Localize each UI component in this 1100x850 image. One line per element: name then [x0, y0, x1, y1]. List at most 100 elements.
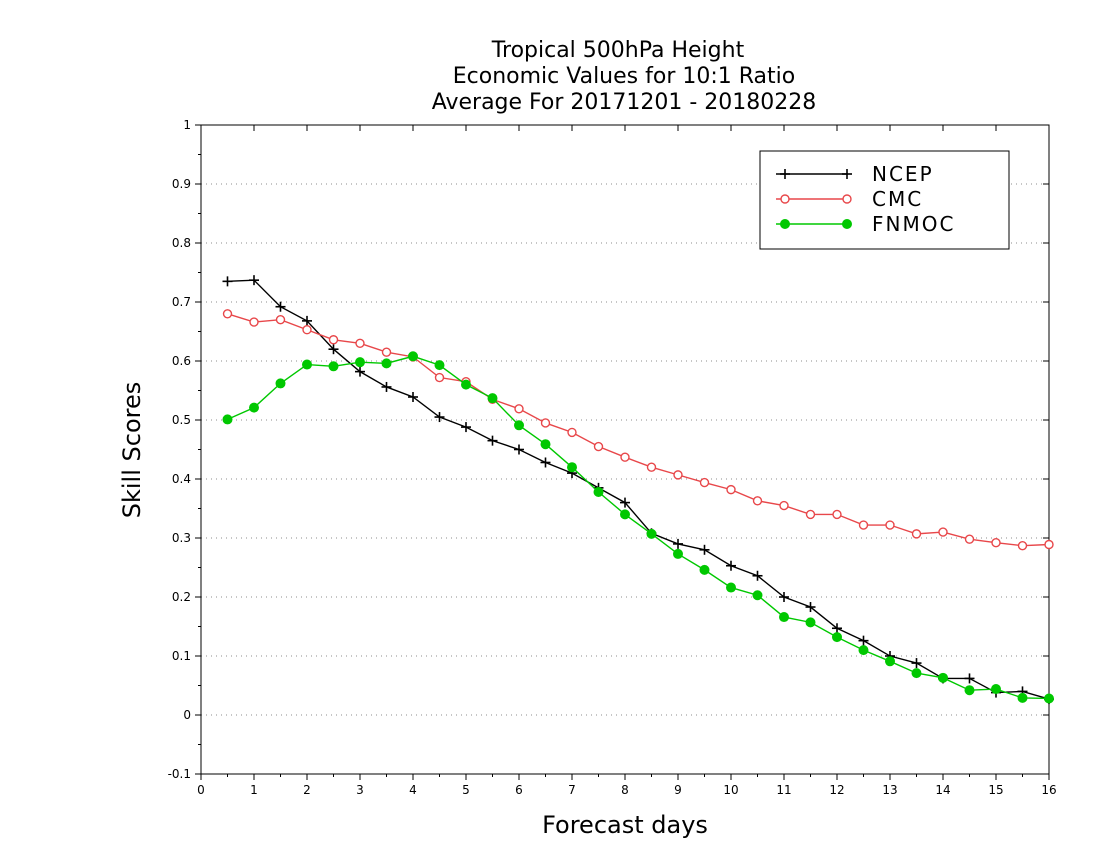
legend-marker-cmc: [842, 194, 852, 204]
x-tick-label: 14: [935, 783, 950, 797]
chart-title: Tropical 500hPa Height Economic Values f…: [432, 38, 817, 115]
data-point-ncep: [673, 538, 683, 549]
series-line-cmc: [227, 313, 1050, 547]
data-point-fnmoc: [991, 684, 1001, 695]
data-point-ncep: [461, 422, 471, 433]
data-point-fnmoc: [461, 379, 471, 390]
data-point-fnmoc: [567, 462, 577, 473]
legend-box: [759, 150, 1010, 250]
x-tick-label: 5: [462, 783, 470, 797]
data-point-cmc: [434, 372, 445, 383]
data-point-cmc: [1044, 539, 1054, 550]
data-point-cmc: [620, 452, 630, 462]
data-point-fnmoc: [858, 645, 869, 656]
series-fnmoc: [222, 351, 1054, 704]
data-point-fnmoc: [726, 582, 736, 593]
chart-title-line-1: Tropical 500hPa Height: [491, 38, 745, 63]
data-point-ncep: [726, 560, 736, 571]
series-layer: [222, 275, 1054, 705]
x-tick-label: 9: [674, 783, 682, 797]
data-point-fnmoc: [408, 351, 418, 362]
data-point-fnmoc: [249, 402, 259, 413]
y-tick-label: 1: [183, 118, 191, 132]
y-tick-label: 0.6: [172, 354, 191, 368]
data-point-ncep: [699, 544, 710, 555]
legend-marker-fnmoc: [842, 219, 852, 229]
legend-label-cmc: CMC: [872, 187, 923, 211]
data-point-ncep: [434, 412, 445, 423]
legend-marker-ncep: [842, 169, 852, 179]
data-point-cmc: [1017, 540, 1028, 551]
data-point-fnmoc: [487, 393, 498, 404]
data-point-ncep: [964, 673, 975, 684]
series-cmc: [222, 309, 1054, 551]
data-point-ncep: [381, 381, 392, 392]
data-point-ncep: [779, 592, 789, 602]
data-point-ncep: [540, 457, 551, 468]
data-point-cmc: [646, 462, 657, 472]
chart-title-line-2: Economic Values for 10:1 Ratio: [453, 64, 795, 89]
data-point-cmc: [699, 477, 710, 488]
data-point-cmc: [514, 404, 524, 414]
data-point-ncep: [620, 497, 630, 508]
x-tick-label: 11: [776, 783, 791, 797]
x-tick-label: 15: [988, 783, 1003, 797]
data-point-ncep: [832, 623, 842, 634]
data-point-fnmoc: [222, 414, 233, 425]
series-ncep: [222, 275, 1054, 705]
data-point-fnmoc: [275, 378, 286, 389]
data-point-cmc: [355, 338, 365, 348]
data-point-ncep: [487, 435, 498, 446]
y-tick-label: 0.5: [172, 413, 191, 427]
data-point-cmc: [328, 335, 339, 345]
data-point-ncep: [328, 344, 339, 355]
legend-item-fnmoc: FNMOC: [776, 212, 953, 236]
y-tick-label: 0: [183, 708, 191, 722]
data-point-fnmoc: [620, 509, 630, 520]
data-point-fnmoc: [752, 590, 763, 601]
data-point-fnmoc: [699, 564, 710, 575]
series-line-fnmoc: [227, 355, 1050, 700]
data-point-cmc: [275, 315, 286, 325]
series-line-ncep: [227, 279, 1050, 700]
data-point-cmc: [673, 470, 683, 480]
x-tick-label: 6: [515, 783, 523, 797]
y-tick-label: 0.4: [172, 472, 191, 486]
x-tick-label: 0: [197, 783, 205, 797]
legend-item-ncep: NCEP: [776, 162, 932, 186]
x-tick-label: 8: [621, 783, 629, 797]
y-axis-label: Skill Scores: [118, 382, 146, 519]
data-point-ncep: [355, 366, 365, 377]
data-point-ncep: [911, 658, 922, 669]
data-point-fnmoc: [911, 668, 922, 679]
legend-marker-fnmoc: [780, 219, 790, 229]
x-axis-label: Forecast days: [542, 811, 708, 839]
data-point-fnmoc: [1044, 693, 1054, 704]
y-tick-label: 0.1: [172, 649, 191, 663]
data-point-ncep: [302, 315, 312, 326]
x-tick-label: 4: [409, 783, 417, 797]
data-point-fnmoc: [434, 360, 445, 371]
chart-title-line-3: Average For 20171201 - 20180228: [432, 90, 817, 115]
data-point-cmc: [381, 347, 392, 357]
data-point-ncep: [249, 275, 259, 286]
data-point-cmc: [885, 520, 895, 530]
data-point-cmc: [540, 418, 551, 428]
y-tick-label: 0.9: [172, 177, 191, 191]
data-point-cmc: [858, 520, 869, 530]
data-point-cmc: [991, 538, 1001, 548]
data-point-cmc: [752, 496, 763, 506]
legend-marker-cmc: [780, 194, 790, 204]
y-tick-label: -0.1: [168, 767, 191, 781]
data-point-fnmoc: [779, 612, 789, 623]
data-point-ncep: [408, 391, 418, 402]
x-tick-label: 10: [723, 783, 738, 797]
x-tick-label: 12: [829, 783, 844, 797]
data-point-cmc: [779, 500, 789, 511]
data-point-fnmoc: [646, 528, 657, 539]
y-tick-label: 0.8: [172, 236, 191, 250]
data-point-ncep: [858, 635, 869, 646]
data-point-cmc: [222, 309, 233, 319]
